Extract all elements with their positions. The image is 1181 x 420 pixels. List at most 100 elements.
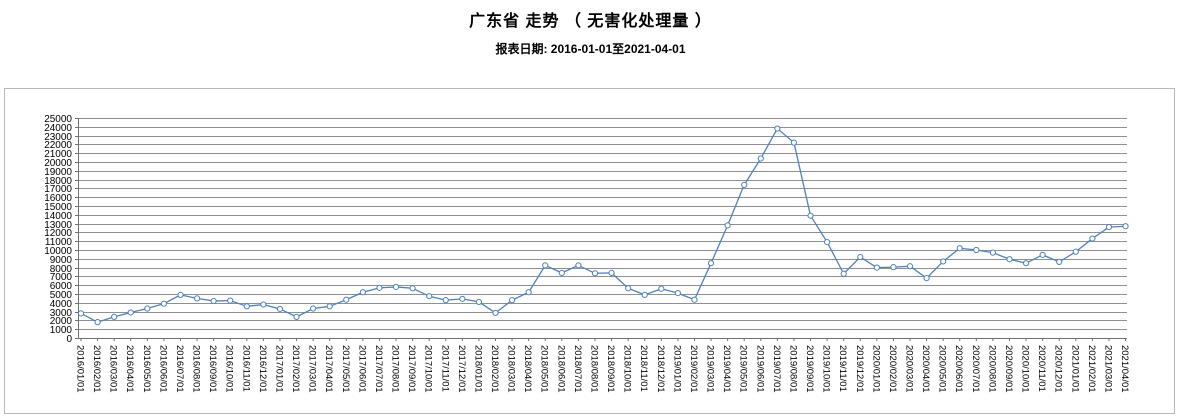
y-tick-label: 6000 — [50, 281, 73, 292]
x-tick-label: 2018/05/01 — [539, 345, 550, 393]
x-tick-label: 2020/03/01 — [904, 345, 915, 393]
data-point — [674, 290, 681, 297]
x-tick-label: 2018/08/01 — [588, 345, 599, 393]
x-tick-label: 2016/12/01 — [257, 345, 268, 393]
data-point — [227, 297, 234, 304]
data-point — [940, 258, 947, 265]
axes — [78, 118, 1127, 339]
data-point — [1122, 223, 1129, 230]
series — [77, 125, 1129, 326]
x-tick-label: 2019/07/01 — [771, 345, 782, 393]
report-date-range: 报表日期: 2016-01-01至2021-04-01 — [495, 42, 686, 56]
data-point — [492, 309, 499, 317]
x-tick-label: 2019/09/01 — [804, 345, 815, 393]
data-point — [840, 270, 847, 277]
data-point — [442, 297, 449, 304]
x-tick-label: 2020/05/01 — [937, 345, 948, 393]
data-point — [790, 139, 798, 146]
y-tick-label: 5000 — [50, 290, 73, 301]
data-point — [658, 285, 665, 292]
data-point — [857, 253, 864, 261]
data-point — [127, 309, 134, 316]
y-gridlines — [78, 118, 1127, 330]
chart-container: 0 1000 2000 3000 4000 5000 6000 7000 8000 9000 100… — [4, 88, 1175, 414]
data-point — [890, 264, 897, 271]
y-tick-label: 23000 — [44, 132, 72, 143]
data-point — [542, 262, 549, 269]
y-tick-label: 16000 — [44, 193, 72, 204]
data-point — [1056, 258, 1063, 265]
page-title: 广东省 走势 （ 无害化处理量 ） — [469, 13, 712, 30]
data-point — [691, 296, 698, 303]
x-tick-label: 2017/04/01 — [323, 345, 334, 393]
y-tick-label: 7000 — [50, 272, 73, 283]
x-tick-label: 2019/01/01 — [671, 345, 682, 393]
x-tick-label: 2020/07/01 — [970, 345, 981, 393]
data-point — [591, 270, 599, 277]
series-line — [80, 127, 1126, 323]
x-tick-label: 2020/10/01 — [1020, 345, 1031, 393]
data-point — [426, 293, 433, 300]
x-tick-marks — [80, 338, 1127, 341]
x-tick-label: 2017/05/01 — [340, 345, 351, 393]
x-tick-label: 2017/12/01 — [456, 345, 467, 393]
x-tick-label: 2018/03/01 — [506, 345, 517, 393]
x-tick-label: 2016/01/01 — [75, 345, 86, 393]
x-tick-label: 2019/04/01 — [721, 345, 732, 393]
y-tick-label: 9000 — [50, 255, 73, 266]
x-tick-label: 2016/06/01 — [157, 345, 168, 393]
data-point — [906, 263, 914, 270]
data-point — [741, 181, 748, 188]
data-point — [343, 296, 350, 303]
y-tick-label: 11000 — [45, 237, 73, 248]
x-axis-labels: 2016/01/01 2016/02/01 2016/03/01 2016/04/01… — [75, 345, 1131, 393]
trend-chart: 0100020003000400050006000700080009000100… — [44, 114, 1131, 393]
x-tick-label: 2016/11/01 — [240, 345, 251, 392]
x-tick-label: 2018/01/01 — [472, 345, 483, 393]
data-point — [608, 269, 615, 276]
x-tick-label: 2017/09/01 — [406, 345, 417, 393]
x-tick-label: 2017/08/01 — [390, 345, 401, 393]
y-tick-label: 4000 — [50, 299, 73, 310]
x-tick-label: 2016/04/01 — [124, 345, 135, 393]
x-tick-label: 2018/09/01 — [605, 345, 616, 393]
data-point — [293, 313, 300, 320]
y-tick-label: 21000 — [44, 149, 72, 160]
y-tick-label: 20000 — [44, 158, 72, 169]
data-point — [260, 301, 267, 308]
y-tick-label: 19000 — [44, 167, 72, 178]
data-point — [1039, 251, 1046, 258]
data-point — [326, 303, 333, 310]
x-tick-label: 2019/02/01 — [688, 345, 699, 393]
data-point — [1022, 260, 1030, 267]
x-tick-label: 2016/02/01 — [91, 345, 102, 393]
data-point — [956, 245, 963, 252]
x-tick-label: 2017/06/01 — [356, 345, 367, 393]
x-tick-label: 2018/10/01 — [622, 345, 633, 393]
data-point — [359, 289, 366, 296]
x-tick-label: 2016/10/01 — [224, 345, 235, 393]
x-tick-label: 2018/04/01 — [522, 345, 533, 393]
x-tick-label: 2018/12/01 — [655, 345, 666, 393]
y-tick-label: 8000 — [50, 264, 73, 275]
x-tick-label: 2021/02/01 — [1086, 345, 1097, 393]
data-point — [210, 297, 217, 305]
x-tick-label: 2016/09/01 — [207, 345, 218, 393]
x-tick-label: 2020/08/01 — [986, 345, 997, 393]
data-point — [77, 310, 85, 317]
x-tick-label: 2016/07/01 — [174, 345, 185, 393]
y-tick-marks — [75, 118, 78, 339]
y-axis-labels: 0100020003000400050006000700080009000100… — [44, 114, 72, 345]
y-tick-label: 3000 — [50, 308, 73, 319]
x-tick-label: 2017/02/01 — [290, 345, 301, 393]
data-point — [1105, 224, 1113, 231]
x-tick-label: 2019/11/01 — [837, 345, 848, 392]
data-point — [94, 319, 101, 326]
x-tick-label: 2020/06/01 — [953, 345, 964, 393]
y-tick-label: 14000 — [44, 211, 72, 222]
x-tick-label: 2020/01/01 — [870, 345, 881, 393]
x-tick-label: 2020/09/01 — [1003, 345, 1014, 393]
y-tick-label: 25000 — [44, 114, 72, 125]
data-point — [625, 285, 632, 292]
